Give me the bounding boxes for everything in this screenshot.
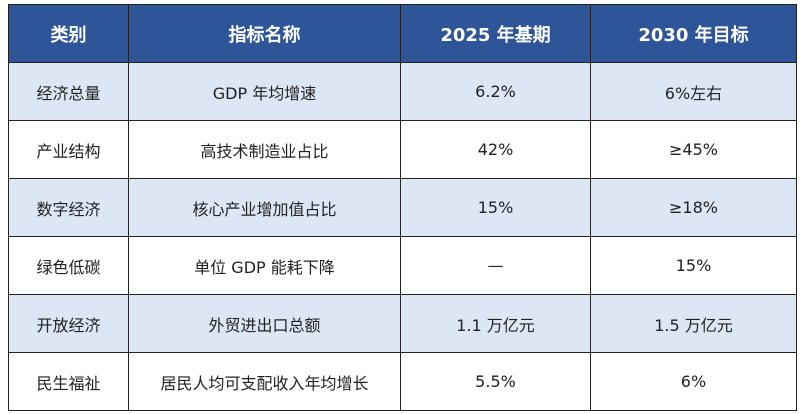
table-row: 数字经济 核心产业增加值占比 15% ≥18% (8, 178, 797, 237)
table-cell: 产业结构 (8, 120, 129, 179)
table-cell: 单位 GDP 能耗下降 (128, 236, 401, 295)
header-cell: 指标名称 (128, 4, 401, 63)
table-row: 民生福祉 居民人均可支配收入年均增长 5.5% 6% (8, 352, 797, 411)
table-cell: GDP 年均增速 (128, 62, 401, 121)
table-row: 绿色低碳 单位 GDP 能耗下降 —15% (8, 236, 797, 295)
table-cell: 外贸进出口总额 (128, 294, 401, 353)
table-row: 产业结构 高技术制造业占比 42% ≥45% (8, 120, 797, 179)
table-cell: 经济总量 (8, 62, 129, 121)
table-cell: 绿色低碳 (8, 236, 129, 295)
table-cell: 1.5 万亿元 (590, 294, 797, 353)
table-cell: 6%左右 (590, 62, 797, 121)
table-cell: 民生福祉 (8, 352, 129, 411)
table-cell: 1.1 万亿元 (400, 294, 591, 353)
table-cell: 核心产业增加值占比 (128, 178, 401, 237)
table-cell: 居民人均可支配收入年均增长 (128, 352, 401, 411)
table-cell: 15% (400, 178, 591, 237)
header-row: 类别 指标名称 2025 年基期 2030 年目标 (8, 4, 797, 63)
table-cell: 数字经济 (8, 178, 129, 237)
table-cell: 5.5% (400, 352, 591, 411)
header-cell: 类别 (8, 4, 129, 63)
table-cell: ≥18% (590, 178, 797, 237)
table-cell: 6.2% (400, 62, 591, 121)
table-cell: 6% (590, 352, 797, 411)
table-cell: — (400, 236, 591, 295)
table-cell: ≥45% (590, 120, 797, 179)
table-cell: 42% (400, 120, 591, 179)
table-body: 经济总量 GDP 年均增速 6.2% 6%左右 产业结构 高技术制造业占比 42% ≥45% 数… (8, 62, 797, 411)
header-cell: 2030 年目标 (590, 4, 797, 63)
table-cell: 开放经济 (8, 294, 129, 353)
indicator-table: 类别 指标名称 2025 年基期 2030 年目标 经济总量 GDP 年均增速 6.2% 6… (8, 4, 797, 411)
table-row: 开放经济 外贸进出口总额 1.1 万亿元 1.5 万亿元 (8, 294, 797, 353)
header-cell: 2025 年基期 (400, 4, 591, 63)
table-cell: 15% (590, 236, 797, 295)
table-row: 经济总量 GDP 年均增速 6.2% 6%左右 (8, 62, 797, 121)
table-cell: 高技术制造业占比 (128, 120, 401, 179)
